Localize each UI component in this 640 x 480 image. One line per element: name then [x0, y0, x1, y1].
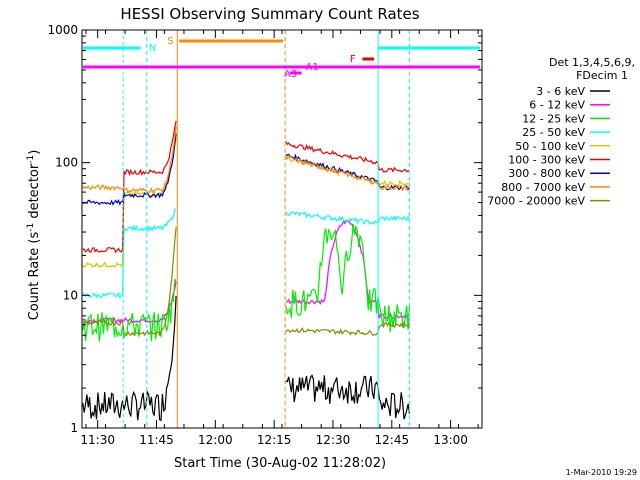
axis-layer: 1 10 100 1000 11:30 11:45 12:00 12:15 12:30 12:45… [47, 23, 483, 447]
legend-header-line2: FDecim 1 [576, 69, 628, 82]
legend-label: 800 - 7000 keV [501, 181, 585, 194]
y-axis-label: Count Rate (s-1 detector-1) [26, 150, 42, 321]
series-line-3-part-2 [285, 223, 411, 333]
series-line-8-part-2 [285, 155, 410, 192]
annotation-s: S [167, 36, 173, 47]
legend-label: 7000 - 20000 keV [487, 195, 585, 208]
x-tick-label: 12:30 [316, 433, 351, 447]
annotation-a3: A3 [284, 69, 297, 80]
series-line-9-part-2 [285, 321, 411, 336]
series-line-4-part-1 [82, 208, 177, 300]
series-line-5-part-1 [82, 137, 177, 268]
x-tick-label: 12:45 [375, 433, 410, 447]
x-tick-label: 11:30 [80, 433, 115, 447]
chart-title: HESSI Observing Summary Count Rates [120, 5, 419, 23]
series-line-1-part-2 [285, 374, 411, 420]
y-tick-label: 1000 [47, 23, 78, 37]
x-tick-label: 11:45 [139, 433, 174, 447]
legend-label: 12 - 25 keV [522, 112, 585, 125]
annotation-a1: A1 [306, 62, 319, 73]
series-line-7-part-2 [285, 153, 410, 191]
legend-header-line1: Det 1,3,4,5,6,9, [549, 56, 635, 69]
x-axis-label: Start Time (30-Aug-02 11:28:02) [174, 456, 386, 471]
series-line-1-part-1 [82, 295, 177, 422]
annotation-n: N [149, 43, 156, 54]
legend-label: 3 - 6 keV [536, 85, 585, 98]
legend-label: 25 - 50 keV [522, 126, 585, 139]
series-line-9-part-1 [82, 226, 177, 337]
plot-layer: NS A1 A3 F [82, 30, 480, 428]
x-tick-label: 12:15 [257, 433, 292, 447]
series-line-4-part-2 [285, 211, 411, 226]
legend-label: 100 - 300 keV [508, 154, 585, 167]
legend-label: 50 - 100 keV [515, 140, 585, 153]
series-line-3-part-1 [82, 278, 177, 342]
y-tick-label: 1 [70, 421, 78, 435]
series-line-7-part-1 [82, 133, 177, 206]
x-tick-label: 13:00 [433, 433, 468, 447]
y-tick-label: 10 [63, 288, 78, 302]
y-tick-label: 100 [55, 156, 78, 170]
legend-label: 300 - 800 keV [508, 167, 585, 180]
series-line-6-part-2 [285, 141, 410, 173]
series-line-5-part-2 [285, 156, 410, 187]
legend-label: 6 - 12 keV [529, 99, 585, 112]
footer-date: 1-Mar-2010 19:29 [566, 468, 637, 477]
series-line-8-part-1 [82, 126, 177, 194]
x-tick-label: 12:00 [198, 433, 233, 447]
series-line-6-part-1 [82, 120, 177, 254]
annotation-f: F [350, 54, 356, 65]
